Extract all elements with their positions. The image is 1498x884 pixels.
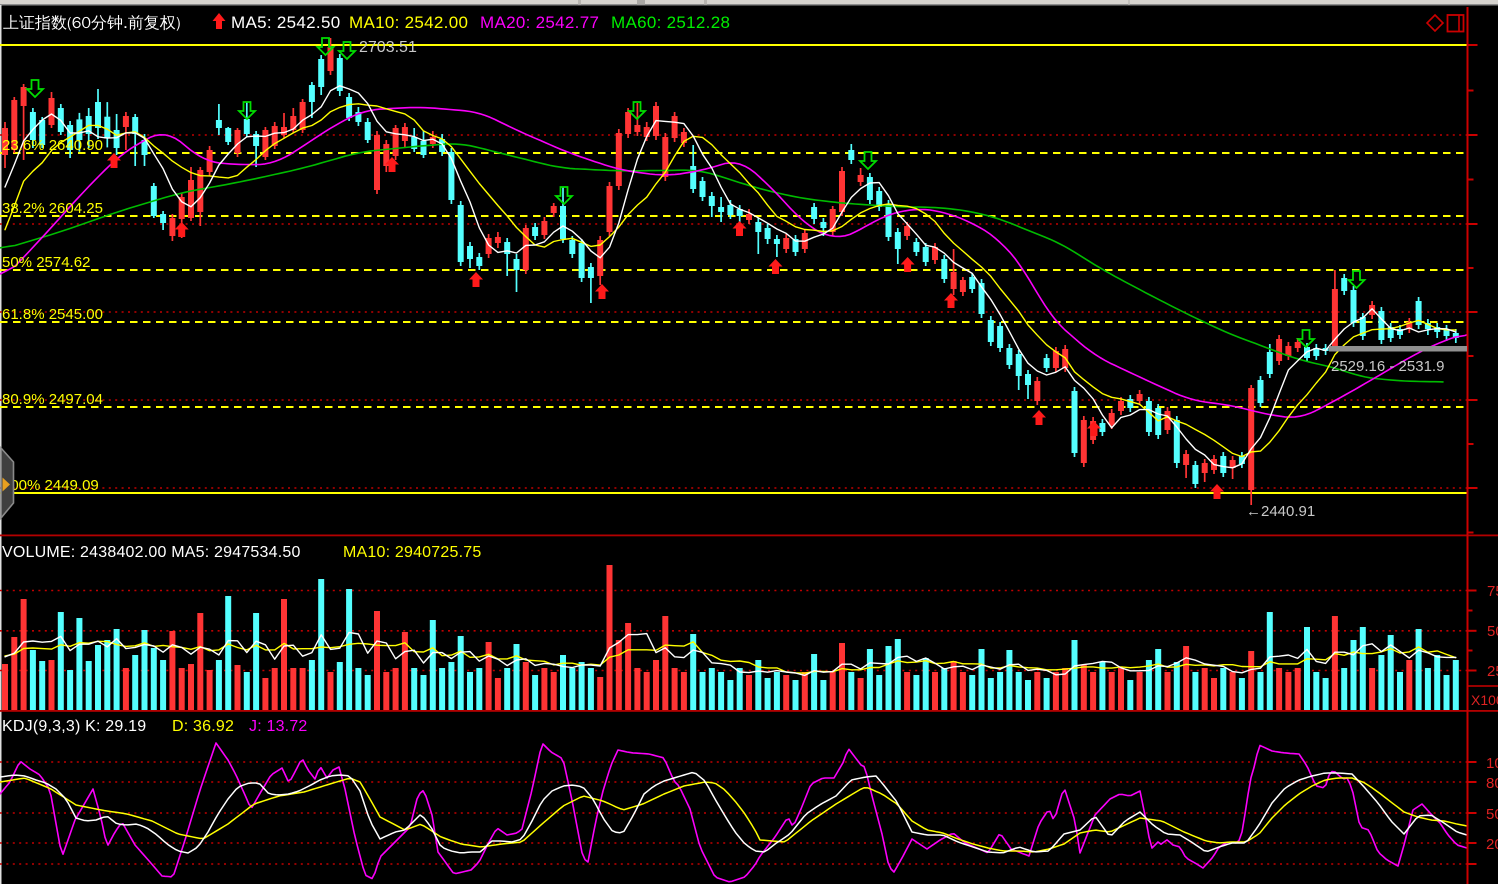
svg-text:MA10: 2542.00: MA10: 2542.00 <box>349 13 468 32</box>
svg-text:X10000: X10000 <box>1471 692 1498 708</box>
svg-text:VOLUME: 2438402.00 MA5: 29475: VOLUME: 2438402.00 MA5: 2947534.50 <box>2 544 301 561</box>
svg-text:20: 20 <box>1486 836 1498 853</box>
svg-text:D: 36.92: D: 36.92 <box>172 718 234 735</box>
svg-text:←2440.91: ←2440.91 <box>1246 503 1315 520</box>
svg-text:75: 75 <box>1487 583 1498 600</box>
svg-text:50: 50 <box>1487 623 1498 640</box>
svg-text:2703.51: 2703.51 <box>359 39 417 56</box>
svg-text:100% 2449.09: 100% 2449.09 <box>2 477 99 494</box>
svg-text:J: 13.72: J: 13.72 <box>249 718 308 735</box>
svg-text:23.6% 2640.90: 23.6% 2640.90 <box>2 137 103 154</box>
svg-text:38.2% 2604.25: 38.2% 2604.25 <box>2 200 103 217</box>
svg-text:MA20: 2542.77: MA20: 2542.77 <box>480 13 599 32</box>
svg-text:80.9% 2497.04: 80.9% 2497.04 <box>2 391 103 408</box>
svg-text:80: 80 <box>1486 775 1498 792</box>
svg-text:61.8% 2545.00: 61.8% 2545.00 <box>2 306 103 323</box>
svg-text:100: 100 <box>1486 755 1498 772</box>
svg-text:KDJ(9,3,3) K: 29.19: KDJ(9,3,3) K: 29.19 <box>2 718 146 735</box>
svg-text:50% 2574.62: 50% 2574.62 <box>2 254 90 271</box>
svg-text:50: 50 <box>1486 806 1498 823</box>
svg-text:MA60: 2512.28: MA60: 2512.28 <box>611 13 730 32</box>
svg-text:MA5: 2542.50: MA5: 2542.50 <box>231 13 340 32</box>
svg-text:2529.16 - 2531.9: 2529.16 - 2531.9 <box>1331 358 1444 375</box>
svg-text:MA10: 2940725.75: MA10: 2940725.75 <box>343 544 481 561</box>
svg-text:25: 25 <box>1487 663 1498 680</box>
